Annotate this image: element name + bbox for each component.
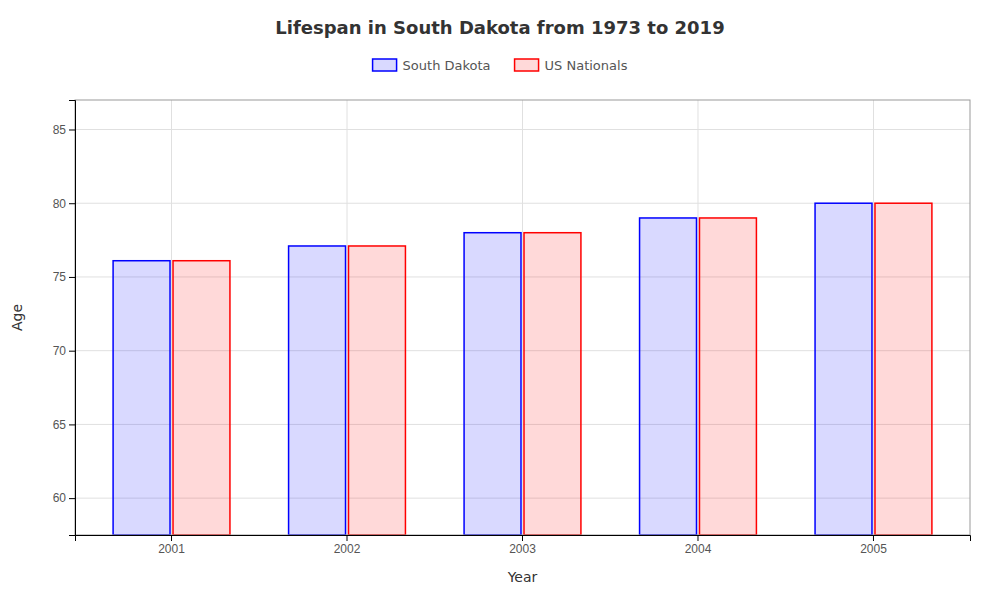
y-tick: 75 <box>53 270 75 284</box>
y-axis-line <box>69 101 76 536</box>
plot: 60 65 70 75 80 85 2001 2002 2003 2004 2005 <box>53 100 971 556</box>
bar <box>524 233 581 535</box>
y-tick-label: 60 <box>53 491 67 505</box>
x-tick-label: 2002 <box>334 542 361 556</box>
legend-swatch <box>515 59 539 71</box>
x-tick-label: 2001 <box>158 542 185 556</box>
x-tick-mark <box>171 535 172 541</box>
legend-item: US Nationals <box>515 58 628 73</box>
x-tick-label: 2004 <box>685 542 712 556</box>
title: Lifespan in South Dakota from 1973 to 20… <box>275 17 724 38</box>
bar <box>173 261 230 535</box>
bar <box>875 203 932 535</box>
bars <box>113 203 932 535</box>
x-tick: 2004 <box>685 535 712 556</box>
y-tick-label: 65 <box>53 418 67 432</box>
plot-frame <box>75 100 970 535</box>
x-tick-mark <box>522 535 523 541</box>
bar <box>349 246 406 535</box>
x-axis-line <box>76 536 971 542</box>
y-tick-mark <box>69 498 75 499</box>
x-tick: 2005 <box>860 535 887 556</box>
x-grid-line <box>522 100 523 535</box>
x-grid-line <box>697 100 698 535</box>
x-axis-title: Year <box>507 569 538 585</box>
bar <box>113 261 170 535</box>
chart-container: 60 65 70 75 80 85 2001 2002 2003 2004 2005 Year Age L… <box>0 0 1000 600</box>
bar <box>699 218 756 535</box>
y-axis: 60 65 70 75 80 85 <box>53 101 76 536</box>
legend-label: US Nationals <box>545 58 628 73</box>
bar-series <box>113 203 872 535</box>
y-tick-mark <box>69 424 75 425</box>
x-tick-label: 2003 <box>509 542 536 556</box>
y-tick: 60 <box>53 491 75 505</box>
bar-series <box>173 203 932 535</box>
x-grid-line <box>171 100 172 535</box>
x-tick: 2002 <box>334 535 361 556</box>
y-tick: 85 <box>53 123 75 137</box>
y-axis-title: Age <box>9 304 25 331</box>
x-tick: 2001 <box>158 535 185 556</box>
y-tick-mark <box>69 129 75 130</box>
legend-item: South Dakota <box>373 58 491 73</box>
bar <box>640 218 697 535</box>
x-grid-line <box>347 100 348 535</box>
bar <box>464 233 521 535</box>
legend-swatch <box>373 59 397 71</box>
y-tick-mark <box>69 277 75 278</box>
x-tick-mark <box>347 535 348 541</box>
x-axis: 2001 2002 2003 2004 2005 <box>76 535 971 556</box>
x-tick-mark <box>873 535 874 541</box>
y-tick-mark <box>69 203 75 204</box>
y-tick-mark <box>69 351 75 352</box>
bar <box>289 246 346 535</box>
x-tick-label: 2005 <box>860 542 887 556</box>
y-tick: 70 <box>53 344 75 358</box>
x-grid-line <box>873 100 874 535</box>
y-tick-label: 80 <box>53 197 67 211</box>
bar <box>815 203 872 535</box>
x-tick: 2003 <box>509 535 536 556</box>
y-tick-label: 85 <box>53 123 67 137</box>
grid <box>75 100 970 535</box>
legend: South Dakota US Nationals <box>373 58 628 73</box>
y-tick: 65 <box>53 418 75 432</box>
y-tick-label: 75 <box>53 270 67 284</box>
y-tick: 80 <box>53 197 75 211</box>
chart: 60 65 70 75 80 85 2001 2002 2003 2004 2005 Year Age L… <box>0 0 1000 600</box>
x-tick-mark <box>697 535 698 541</box>
y-tick-label: 70 <box>53 344 67 358</box>
legend-label: South Dakota <box>403 58 491 73</box>
